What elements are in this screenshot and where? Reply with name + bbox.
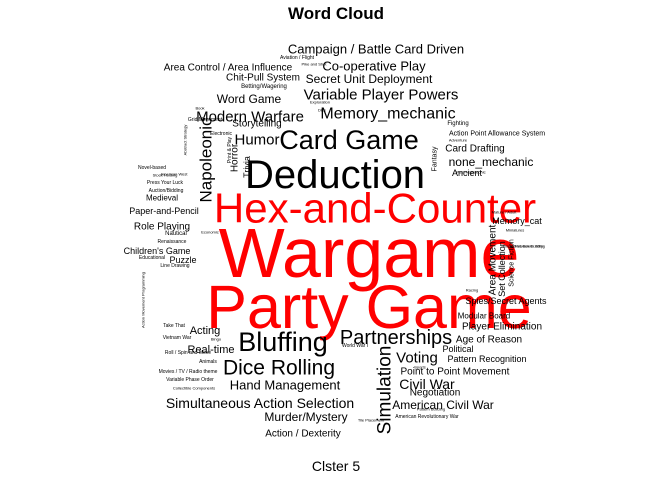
word-real-time: Real-time [187,344,234,356]
word-line-drawing: Line Drawing [160,263,189,269]
word-paper-and-pencil: Paper-and-Pencil [129,206,199,216]
word-secret-unit-deployment: Secret Unit Deployment [306,72,433,86]
word-roll-spin-and-move: Roll / Spin and Move [165,350,211,356]
word-american-west: American West [160,172,188,177]
word-horror: Horror [230,143,241,172]
word-world-war-i: World War I [342,343,368,349]
word-action-dexterity: Action / Dexterity [265,429,341,440]
word-fighting: Fighting [447,121,468,127]
word-bingo: Bingo [211,337,222,342]
word-dice-rolling: Dice Rolling [223,357,335,380]
word-mature-adult: Mature / Adult [492,210,518,215]
word-take-that: Take That [163,323,185,329]
word-pike-and-shot: Pike and Shot [302,62,328,67]
word-adventure: Adventure [449,138,468,143]
word-player-elimination: Player Elimination [462,322,542,333]
word-pattern-building: Pattern Building [417,407,445,412]
word-racing: Racing [466,288,478,293]
word-acting: Acting [190,325,221,337]
word-tile-placement: Tile Placement [358,418,385,423]
word-aviation-flight: Aviation / Flight [280,55,315,61]
word-post-napoleonic: Post-Napoleonic [456,170,485,175]
word-partnerships: Partnerships [340,327,452,349]
word-novel-based: Novel-based [138,165,166,171]
word-simultaneous-action-selection: Simultaneous Action Selection [166,395,354,411]
word-nautical: Nautical [165,231,187,237]
word-book: Book [195,106,204,111]
word-storytelling: Storytelling [232,119,281,130]
word-party-game: Party Game [206,273,531,341]
word-medieval: Medieval [146,194,178,203]
word-print-play: Print & Play [227,136,233,163]
word-american-revolutionary-war: American Revolutionary War [395,414,459,420]
word-movies-tv-radio-theme: Movies / TV / Radio theme [159,369,218,375]
word-miniatures: Miniatures [506,228,524,233]
word-stock-holding: Stock Holding [153,173,178,178]
word-economic: Economic [201,230,219,235]
word-dice: Dice [318,108,327,113]
word-press-your-luck: Press Your Luck [147,180,184,186]
word-civil-war: Civil War [399,376,455,392]
word-educational: Educational [139,255,165,261]
word-science-fiction: Science Fiction [509,239,516,287]
word-trivia: Trivia [242,156,252,178]
word-modular-board: Modular Board [458,312,510,321]
word-role-playing: Role Playing [134,222,190,233]
word-renaissance: Renaissance [158,239,187,245]
word-murder-mystery: Murder/Mystery [264,410,347,424]
word-card-drafting: Card Drafting [445,144,504,155]
word-puzzle: Puzzle [169,255,196,265]
word-auction-bidding: Auction/Bidding [149,188,184,194]
word-grid-movement: Grid Movement [188,117,223,123]
word-ancient: Ancient [452,168,483,178]
word-age-of-reason: Age of Reason [456,335,522,346]
word-animals: Animals [199,359,217,365]
word-modern-warfare: Modern Warfare [196,109,304,126]
word-humor: Humor [234,132,279,149]
word-area-movement: Area Movement [488,224,499,295]
word-sports: Sports [414,365,426,370]
word-collectible-components: Collectible Components [173,386,215,391]
word-area-control-area-influence: Area Control / Area Influence [164,63,293,74]
word-fantasy: Fantasy [432,146,439,171]
word-action-movement-programming: Action Movement Programming [141,272,146,328]
word-wargame: Wargame [219,214,520,292]
word-vietnam-war: Vietnam War [163,335,192,341]
word-pattern-recognition: Pattern Recognition [447,354,526,364]
word-memory-cat: Memory_cat [492,216,542,226]
word-betting-wagering: Betting/Wagering [241,84,287,90]
word-card-game: Card Game [279,125,419,155]
word-exploration: Exploration [310,100,330,105]
word-set-collection: Set Collection [497,241,507,297]
word-none-mechanic: none_mechanic [449,155,534,169]
word-variable-phase-order: Variable Phase Order [166,377,214,383]
word-voting: Voting [396,350,438,367]
word-campaign-battle-card-driven: Campaign / Battle Card Driven [288,42,464,57]
word-word-game: Word Game [217,92,282,106]
word-bluffing: Bluffing [238,327,328,357]
word-american-civil-war: American Civil War [392,398,494,412]
word-hex-and-counter: Hex-and-Counter [214,185,536,232]
word-napoleonic: Napoleonic [197,117,216,203]
word-chit-pull-system: Chit-Pull System [226,73,300,84]
word-memory-mechanic: Memory_mechanic [320,106,455,123]
word-comic-book-strip: Comic Book / Strip [510,244,544,249]
chart-caption: Clster 5 [311,458,361,474]
word-children-s-game: Children's Game [124,246,191,256]
word-political: Political [442,344,473,354]
chart-title: Word Cloud [288,4,384,23]
word-deduction: Deduction [245,153,425,197]
word-route-network-building: Route/Network Building [503,244,545,249]
word-action-point-allowance-system: Action Point Allowance System [449,131,545,138]
word-spies-secret-agents: Spies/Secret Agents [465,296,547,306]
word-abstract-strategy: Abstract Strategy [183,125,188,156]
word-simulation: Simulation [375,346,396,435]
word-electronic: Electronic [210,131,232,137]
word-negotiation: Negotiation [410,388,461,399]
word-point-to-point-movement: Point to Point Movement [401,367,510,378]
word-variable-player-powers: Variable Player Powers [304,87,459,104]
word-co-operative-play: Co-operative Play [322,59,426,74]
word-hand-management: Hand Management [230,378,341,393]
